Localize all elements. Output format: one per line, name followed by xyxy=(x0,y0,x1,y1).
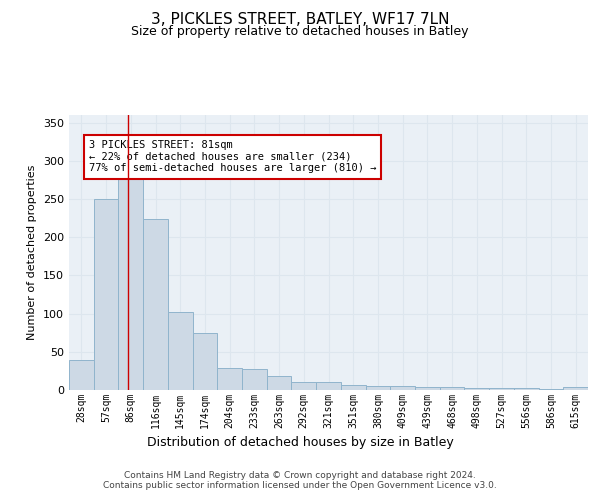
Bar xyxy=(415,387,440,390)
Bar xyxy=(168,312,193,390)
Bar xyxy=(143,219,168,390)
Bar xyxy=(217,368,242,390)
Text: 3 PICKLES STREET: 81sqm
← 22% of detached houses are smaller (234)
77% of semi-d: 3 PICKLES STREET: 81sqm ← 22% of detache… xyxy=(89,140,376,173)
Bar xyxy=(69,360,94,390)
Text: Distribution of detached houses by size in Batley: Distribution of detached houses by size … xyxy=(146,436,454,449)
Bar xyxy=(118,168,143,390)
Bar xyxy=(267,376,292,390)
Bar xyxy=(341,386,365,390)
Bar xyxy=(193,332,217,390)
Y-axis label: Number of detached properties: Number of detached properties xyxy=(28,165,37,340)
Bar xyxy=(440,387,464,390)
Bar xyxy=(563,387,588,390)
Bar xyxy=(316,382,341,390)
Bar xyxy=(365,386,390,390)
Text: Contains HM Land Registry data © Crown copyright and database right 2024.
Contai: Contains HM Land Registry data © Crown c… xyxy=(103,470,497,490)
Bar xyxy=(390,386,415,390)
Bar xyxy=(292,382,316,390)
Bar xyxy=(94,199,118,390)
Bar xyxy=(464,388,489,390)
Bar xyxy=(242,368,267,390)
Bar xyxy=(539,389,563,390)
Text: 3, PICKLES STREET, BATLEY, WF17 7LN: 3, PICKLES STREET, BATLEY, WF17 7LN xyxy=(151,12,449,28)
Text: Size of property relative to detached houses in Batley: Size of property relative to detached ho… xyxy=(131,25,469,38)
Bar xyxy=(489,388,514,390)
Bar xyxy=(514,388,539,390)
